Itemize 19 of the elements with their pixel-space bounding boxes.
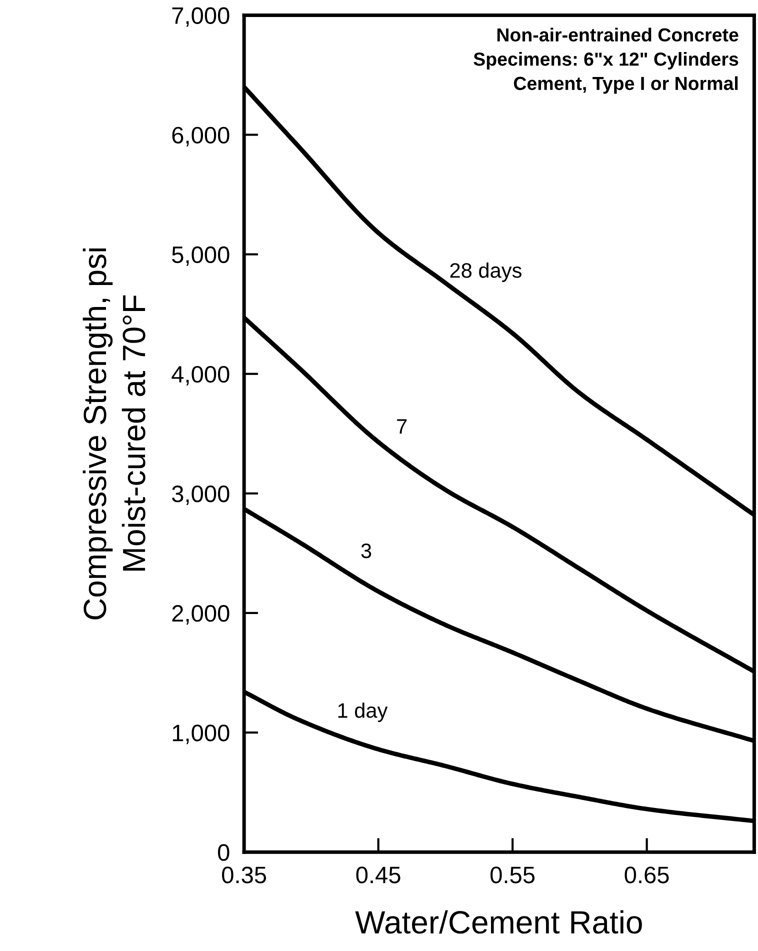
y-tick-label: 2,000 (172, 605, 230, 625)
y-tick-label: 4,000 (172, 366, 230, 386)
y-tick-label: 1,000 (172, 724, 230, 744)
y-tick-label: 3,000 (172, 486, 230, 506)
y-axis-title: Compressive Strength, psi Moist-cured at 70°F (82, 248, 146, 620)
x-axis-title: Water/Cement Ratio (355, 910, 642, 934)
x-tick-label: 0.55 (490, 866, 535, 884)
annotation: Non-air-entrained Concrete Specimens: 6"x 12" Cylinders Cement, Type I or Normal (474, 28, 738, 94)
y-tick-label: 6,000 (172, 126, 230, 146)
series-label: 1 day (338, 702, 388, 722)
x-tick-label: 0.65 (624, 866, 669, 884)
x-tick-label: 0.35 (222, 866, 266, 884)
series-label: 7 (397, 419, 407, 434)
y-tick-label: 0 (218, 844, 230, 861)
series-label: 3 (361, 543, 372, 558)
y-tick-label: 5,000 (172, 246, 230, 266)
x-tick-label: 0.45 (356, 866, 400, 884)
series-label: 28 days (450, 262, 522, 282)
y-tick-label: 7,000 (172, 7, 230, 27)
